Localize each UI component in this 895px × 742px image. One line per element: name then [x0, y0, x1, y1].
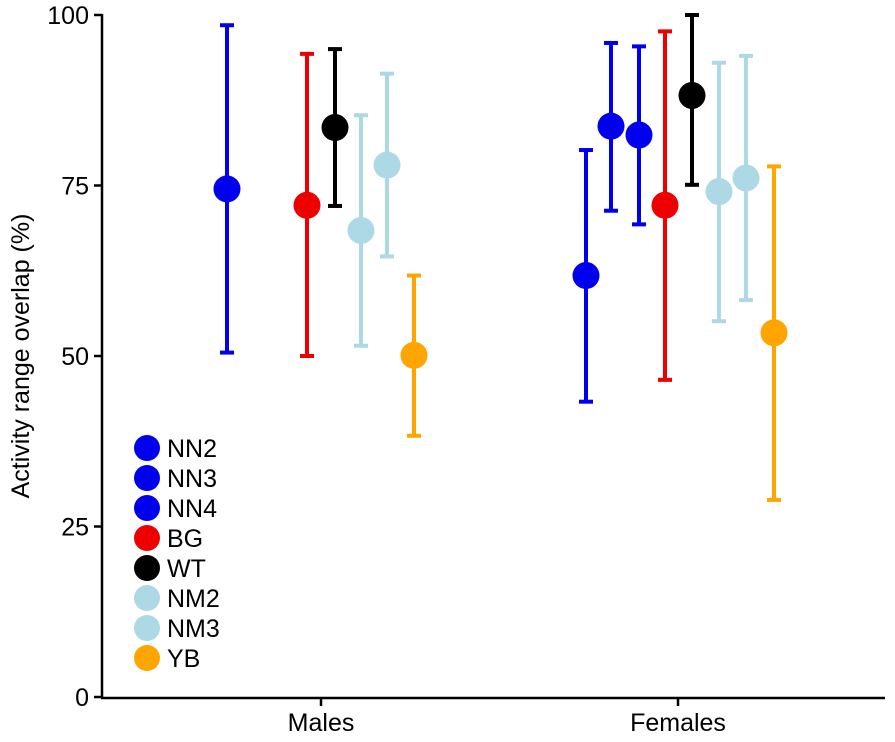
legend-swatch [134, 525, 160, 551]
legend-label: NN2 [167, 435, 217, 463]
legend-label: NM3 [167, 615, 220, 643]
y-tick-label: 25 [61, 514, 89, 542]
legend-item-nn3: NN3 [134, 465, 217, 493]
legend-label: WT [167, 555, 206, 583]
legend-label: YB [167, 645, 200, 673]
legend-swatch [134, 585, 160, 611]
legend-label: NM2 [167, 585, 220, 613]
legend-swatch [134, 615, 160, 641]
point-yb-females [760, 164, 788, 502]
point-marker [651, 191, 679, 219]
point-nm2-females [705, 60, 733, 324]
point-marker [732, 164, 760, 192]
y-tick-label: 100 [47, 2, 89, 30]
point-nn2-males [213, 23, 241, 355]
legend-item-nn4: NN4 [134, 495, 217, 523]
legend-item-wt: WT [134, 555, 206, 583]
point-wt-females [678, 13, 706, 187]
legend-swatch [134, 495, 160, 521]
legend-item-bg: BG [134, 525, 203, 553]
y-tick-label: 50 [61, 343, 89, 371]
point-marker [572, 262, 600, 290]
y-tick-label: 0 [75, 684, 89, 712]
point-marker [705, 178, 733, 206]
point-wt-males [321, 47, 349, 208]
legend-label: BG [167, 525, 203, 553]
legend-label: NN4 [167, 495, 217, 523]
y-axis-title: Activity range overlap (%) [7, 214, 35, 499]
point-nn4-females [625, 44, 653, 227]
point-marker [400, 341, 428, 369]
point-marker [760, 319, 788, 347]
legend-swatch [134, 645, 160, 671]
x-ticks: Males Females [288, 698, 726, 737]
point-nn3-females [597, 40, 625, 213]
point-marker [321, 114, 349, 142]
point-marker [213, 175, 241, 203]
point-nm3-males [373, 71, 401, 259]
point-bg-males [293, 51, 321, 358]
point-bg-females [651, 29, 679, 382]
x-category-label: Females [630, 709, 726, 737]
y-tick-label: 75 [61, 173, 89, 201]
point-marker [347, 217, 375, 245]
point-nm2-males [347, 113, 375, 348]
point-marker [597, 112, 625, 140]
legend-label: NN3 [167, 465, 217, 493]
point-marker [678, 81, 706, 109]
legend-swatch [134, 555, 160, 581]
legend-swatch [134, 465, 160, 491]
legend-swatch [134, 435, 160, 461]
legend-item-nm2: NM2 [134, 585, 220, 613]
point-nn2-females [572, 148, 600, 404]
point-marker [625, 121, 653, 149]
point-marker [293, 191, 321, 219]
y-ticks: 0 25 50 75 100 [47, 2, 102, 712]
x-category-label: Males [288, 709, 355, 737]
point-nm3-females [732, 53, 760, 303]
data-marks [213, 13, 788, 502]
legend-item-nm3: NM3 [134, 615, 220, 643]
point-yb-males [400, 273, 428, 438]
legend-item-nn2: NN2 [134, 435, 217, 463]
point-marker [373, 151, 401, 179]
legend-item-yb: YB [134, 645, 200, 673]
